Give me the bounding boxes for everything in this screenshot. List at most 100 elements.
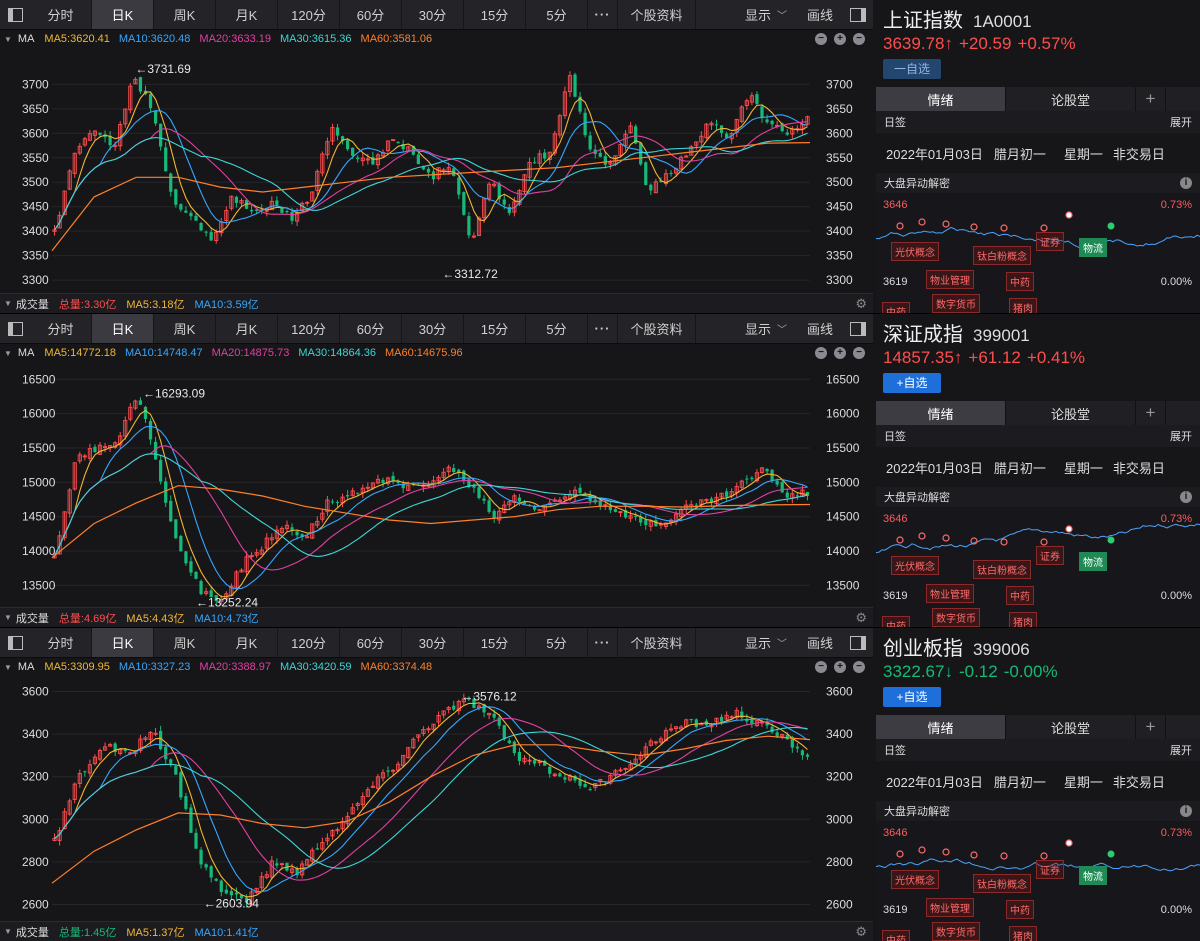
gear-icon[interactable]: ⚙: [855, 924, 867, 939]
layout-icon[interactable]: [0, 314, 30, 343]
tab-sentiment[interactable]: 情绪: [876, 87, 1006, 111]
sector-tag[interactable]: 中药: [1006, 900, 1034, 919]
period-tab[interactable]: 周K: [154, 314, 216, 343]
sector-tag[interactable]: 证券: [1036, 860, 1064, 879]
collapse-triangle-icon[interactable]: ▼: [4, 662, 12, 672]
panel-toggle-icon[interactable]: [843, 628, 873, 657]
tab-sentiment[interactable]: 情绪: [876, 401, 1006, 425]
sector-tag[interactable]: 物流: [1079, 552, 1107, 571]
period-tab[interactable]: 5分: [526, 314, 588, 343]
candlestick-chart[interactable]: 2600 2600 2800 2800 3000 3000 3200 3200 3400 3400…: [0, 675, 873, 921]
sector-tag[interactable]: 光伏概念: [891, 870, 939, 889]
period-tab[interactable]: 个股资料: [618, 314, 696, 343]
add-tab-button[interactable]: +: [1136, 715, 1166, 739]
zoom-out-icon[interactable]: −: [815, 347, 827, 359]
period-tab[interactable]: 日K: [92, 628, 154, 657]
display-dropdown[interactable]: 显示 ﹀: [735, 314, 797, 343]
period-tab[interactable]: ···: [588, 628, 618, 657]
period-tab[interactable]: 120分: [278, 628, 340, 657]
gear-icon[interactable]: ⚙: [855, 296, 867, 311]
tab-forum[interactable]: 论股堂: [1006, 87, 1136, 111]
panel-toggle-icon[interactable]: [843, 0, 873, 29]
tab-forum[interactable]: 论股堂: [1006, 715, 1136, 739]
minimize-icon[interactable]: −: [853, 347, 865, 359]
period-tab[interactable]: 分时: [30, 314, 92, 343]
intraday-mini-chart[interactable]: 3646 3619 0.73% 0.00% 光伏概念钛白粉概念证券物业管理中药中…: [876, 508, 1200, 627]
period-tab[interactable]: 30分: [402, 314, 464, 343]
zoom-in-icon[interactable]: +: [834, 661, 846, 673]
period-tab[interactable]: 个股资料: [618, 628, 696, 657]
draw-line-button[interactable]: 画线: [797, 0, 843, 29]
period-tab[interactable]: 120分: [278, 0, 340, 29]
sector-tag[interactable]: 中药: [1006, 272, 1034, 291]
sector-tag[interactable]: 猪肉: [1009, 298, 1037, 313]
sector-tag[interactable]: 证券: [1036, 546, 1064, 565]
collapse-triangle-icon[interactable]: ▼: [4, 348, 12, 358]
tab-forum[interactable]: 论股堂: [1006, 401, 1136, 425]
info-icon[interactable]: i: [1180, 491, 1192, 503]
zoom-out-icon[interactable]: −: [815, 33, 827, 45]
zoom-out-icon[interactable]: −: [815, 661, 827, 673]
period-tab[interactable]: 个股资料: [618, 0, 696, 29]
tab-sentiment[interactable]: 情绪: [876, 715, 1006, 739]
sector-tag[interactable]: 中药: [882, 302, 910, 313]
sector-tag[interactable]: 猪肉: [1009, 926, 1037, 941]
period-tab[interactable]: 周K: [154, 0, 216, 29]
period-tab[interactable]: 分时: [30, 0, 92, 29]
gear-icon[interactable]: ⚙: [855, 610, 867, 625]
sector-tag[interactable]: 猪肉: [1009, 612, 1037, 627]
sector-tag[interactable]: 数字货币: [932, 922, 980, 941]
watchlist-button[interactable]: +自选: [883, 687, 941, 707]
draw-line-button[interactable]: 画线: [797, 314, 843, 343]
sector-tag[interactable]: 物业管理: [926, 898, 974, 917]
period-tab[interactable]: ···: [588, 0, 618, 29]
sector-tag[interactable]: 证券: [1036, 232, 1064, 251]
period-tab[interactable]: 5分: [526, 628, 588, 657]
sector-tag[interactable]: 光伏概念: [891, 556, 939, 575]
period-tab[interactable]: 日K: [92, 314, 154, 343]
sector-tag[interactable]: 物业管理: [926, 270, 974, 289]
collapse-triangle-icon[interactable]: ▼: [4, 299, 12, 308]
sector-tag[interactable]: 钛白粉概念: [973, 560, 1031, 579]
layout-icon[interactable]: [0, 628, 30, 657]
period-tab[interactable]: 15分: [464, 0, 526, 29]
layout-icon[interactable]: [0, 0, 30, 29]
period-tab[interactable]: 120分: [278, 314, 340, 343]
candlestick-chart[interactable]: 3300 3300 3350 3350 3400 3400 3450 3450 3500 3500…: [0, 47, 873, 293]
collapse-triangle-icon[interactable]: ▼: [4, 34, 12, 44]
collapse-triangle-icon[interactable]: ▼: [4, 613, 12, 622]
watchlist-button[interactable]: +自选: [883, 373, 941, 393]
sector-tag[interactable]: 数字货币: [932, 608, 980, 627]
display-dropdown[interactable]: 显示 ﹀: [735, 0, 797, 29]
period-tab[interactable]: 5分: [526, 0, 588, 29]
sector-tag[interactable]: 钛白粉概念: [973, 246, 1031, 265]
sector-tag[interactable]: 物业管理: [926, 584, 974, 603]
intraday-mini-chart[interactable]: 3646 3619 0.73% 0.00% 光伏概念钛白粉概念证券物业管理中药中…: [876, 822, 1200, 941]
intraday-mini-chart[interactable]: 3646 3619 0.73% 0.00% 光伏概念钛白粉概念证券物业管理中药中…: [876, 194, 1200, 313]
period-tab[interactable]: 60分: [340, 314, 402, 343]
candlestick-chart[interactable]: 13500 13500 14000 14000 14500 14500 15000 15000…: [0, 361, 873, 607]
period-tab[interactable]: 15分: [464, 314, 526, 343]
info-icon[interactable]: i: [1180, 805, 1192, 817]
period-tab[interactable]: 30分: [402, 0, 464, 29]
period-tab[interactable]: 月K: [216, 0, 278, 29]
zoom-in-icon[interactable]: +: [834, 347, 846, 359]
period-tab[interactable]: ···: [588, 314, 618, 343]
sector-tag[interactable]: 中药: [1006, 586, 1034, 605]
expand-link[interactable]: 展开: [1170, 745, 1192, 757]
sector-tag[interactable]: 物流: [1079, 866, 1107, 885]
period-tab[interactable]: 日K: [92, 0, 154, 29]
period-tab[interactable]: 分时: [30, 628, 92, 657]
add-tab-button[interactable]: +: [1136, 87, 1166, 111]
minimize-icon[interactable]: −: [853, 661, 865, 673]
period-tab[interactable]: 月K: [216, 314, 278, 343]
minimize-icon[interactable]: −: [853, 33, 865, 45]
period-tab[interactable]: 月K: [216, 628, 278, 657]
period-tab[interactable]: 60分: [340, 0, 402, 29]
draw-line-button[interactable]: 画线: [797, 628, 843, 657]
sector-tag[interactable]: 中药: [882, 616, 910, 627]
period-tab[interactable]: 60分: [340, 628, 402, 657]
period-tab[interactable]: 周K: [154, 628, 216, 657]
zoom-in-icon[interactable]: +: [834, 33, 846, 45]
collapse-triangle-icon[interactable]: ▼: [4, 927, 12, 936]
